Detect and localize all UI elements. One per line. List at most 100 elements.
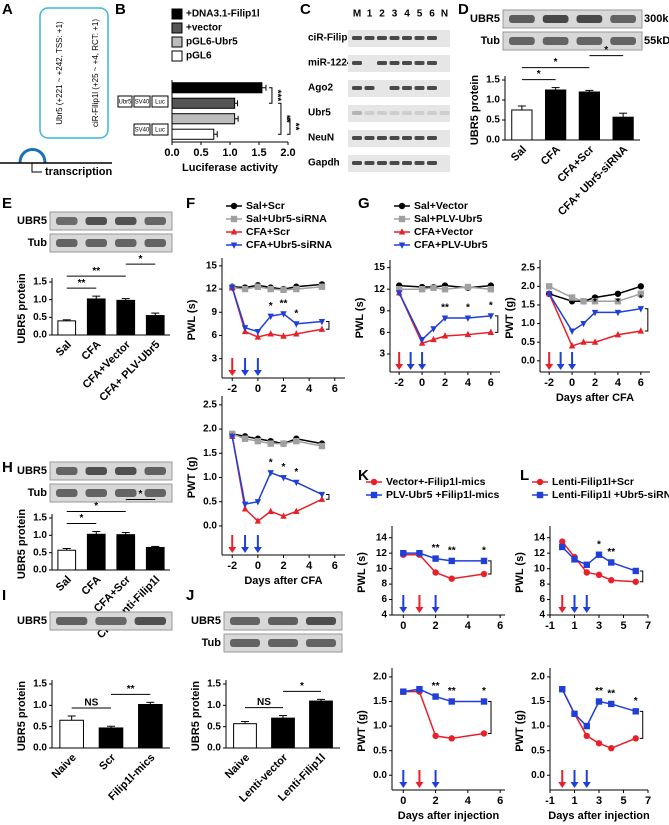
bar xyxy=(171,82,263,94)
point xyxy=(318,495,326,502)
y-tick-label: 0.5 xyxy=(33,547,47,558)
construct-box xyxy=(151,123,169,136)
arrow-head xyxy=(582,607,591,613)
blot-band xyxy=(56,617,88,625)
series-line xyxy=(398,292,491,341)
point xyxy=(608,559,615,566)
sig-label: ** xyxy=(607,547,615,558)
point xyxy=(637,290,645,297)
y-tick-label: 1.0 xyxy=(486,95,500,106)
blot-label: Tub xyxy=(481,35,501,47)
row-label: Ago2 xyxy=(308,83,333,94)
point xyxy=(432,732,439,740)
x-tick-label: 0 xyxy=(400,795,406,807)
construct-box xyxy=(133,95,151,108)
point xyxy=(398,202,406,210)
point xyxy=(293,479,300,487)
point xyxy=(487,286,495,293)
construct-label: SV40 xyxy=(135,100,150,106)
gel-band xyxy=(377,61,387,65)
y-axis-label: UBR5 protein xyxy=(16,681,28,752)
x-tick-label: 6 xyxy=(332,383,338,395)
point xyxy=(280,440,287,447)
blot-band xyxy=(230,639,260,647)
sig-label: * xyxy=(80,513,84,524)
bar xyxy=(612,116,634,141)
y-tick-label: 12 xyxy=(206,284,218,295)
blot-label: UBR5 xyxy=(191,615,221,627)
point xyxy=(608,700,615,708)
legend-swatch xyxy=(171,50,183,62)
sig-label: *** xyxy=(271,90,282,102)
y-tick-label: 3 xyxy=(379,349,385,360)
gel-band xyxy=(402,36,412,40)
blot-size: 55kD xyxy=(644,35,669,47)
point xyxy=(267,330,274,337)
y-tick-label: 0.0 xyxy=(33,565,47,576)
point xyxy=(632,708,639,715)
bar xyxy=(116,534,136,571)
arrow-head xyxy=(241,547,250,553)
gel-band xyxy=(414,111,425,115)
point xyxy=(280,311,287,318)
point xyxy=(293,330,300,337)
point xyxy=(448,557,455,565)
blot-band xyxy=(56,239,78,247)
y-tick-label: 4 xyxy=(539,610,545,621)
sig-label: * xyxy=(300,681,304,692)
arrow-head xyxy=(431,607,440,613)
construct-box xyxy=(151,95,169,108)
point xyxy=(580,321,587,328)
y-tick-label: 0.5 xyxy=(33,312,47,323)
y-tick-label: 0.0 xyxy=(207,743,221,754)
gel-band xyxy=(389,111,400,115)
blot-band xyxy=(56,217,78,225)
x-tick-label: 0 xyxy=(255,560,261,572)
point xyxy=(637,283,645,290)
arrow-head xyxy=(558,607,567,613)
y-tick-label: 1.5 xyxy=(207,679,221,690)
arrow-head xyxy=(395,364,404,370)
legend-label: Sal+PLV-Ubr5 xyxy=(414,213,483,225)
point xyxy=(536,491,544,499)
y-tick-label: 1.5 xyxy=(521,300,535,311)
sig-label: ** xyxy=(289,123,300,131)
legend-label: CFA+Ubr5-siRNA xyxy=(246,239,332,251)
arrow-head xyxy=(228,547,237,553)
point xyxy=(395,290,403,297)
y-tick-label: 0.0 xyxy=(373,770,387,781)
x-tick-label: 7 xyxy=(645,795,651,807)
point xyxy=(595,571,603,579)
sig-bracket xyxy=(644,308,649,332)
lane-label: N xyxy=(441,9,448,20)
x-tick-label: 1.0 xyxy=(222,147,237,159)
y-tick-label: 0.0 xyxy=(531,770,545,781)
blot-strip xyxy=(49,483,173,503)
point xyxy=(254,499,262,506)
y-tick-label: 12 xyxy=(534,548,546,559)
gel-band xyxy=(389,161,400,165)
arrow-head xyxy=(570,782,579,788)
y-tick-label: 1.0 xyxy=(33,530,47,541)
y-axis-label: PWT (g) xyxy=(514,710,526,752)
x-tick-label: 6 xyxy=(332,560,338,572)
blot-band xyxy=(268,639,298,647)
sig-label: * xyxy=(94,501,98,512)
x-tick-label: CFA xyxy=(79,339,103,363)
point xyxy=(595,551,603,558)
point xyxy=(254,437,262,445)
blot-band xyxy=(610,15,636,23)
panel-label: I xyxy=(2,587,6,604)
blot-size: 300kD xyxy=(644,13,669,25)
point xyxy=(480,557,488,565)
y-axis-label: PWT (g) xyxy=(356,710,368,752)
sig-bracket xyxy=(639,710,644,739)
y-tick-label: 9 xyxy=(211,307,217,318)
blot-band xyxy=(610,37,636,45)
bar xyxy=(545,89,567,141)
row-label: NeuN xyxy=(308,133,334,144)
gel-band xyxy=(389,36,400,40)
point xyxy=(480,570,488,578)
blot-band xyxy=(542,37,569,45)
blot-strip xyxy=(49,233,173,253)
